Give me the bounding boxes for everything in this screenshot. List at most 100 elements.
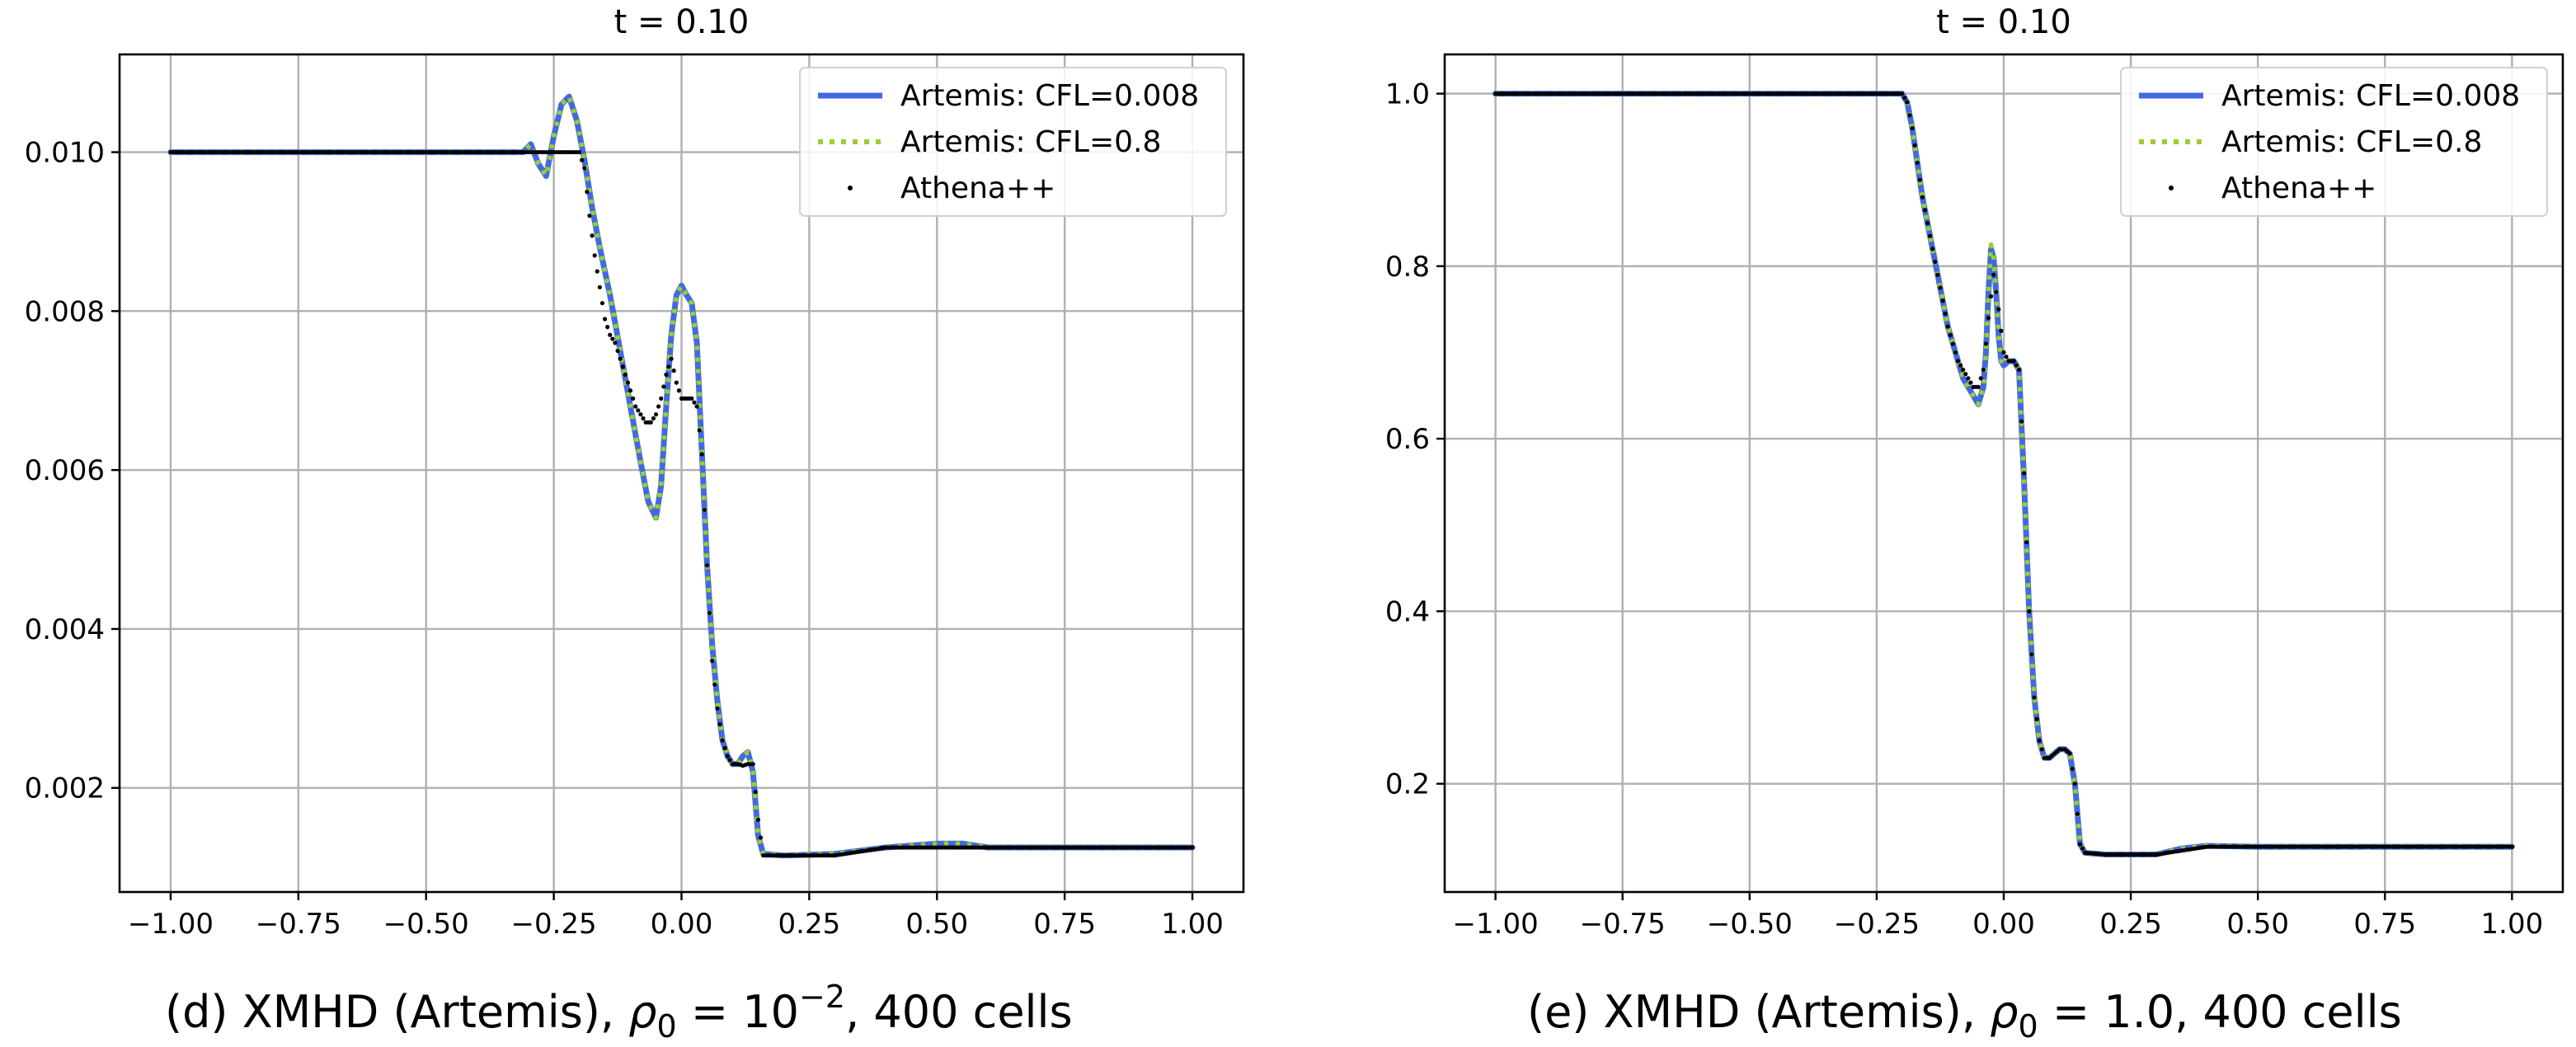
athena-point bbox=[648, 420, 653, 425]
athena-point bbox=[2080, 846, 2085, 851]
athena-point bbox=[1961, 367, 1966, 373]
athena-point bbox=[1928, 233, 1933, 238]
x-tick-label: −0.75 bbox=[256, 908, 341, 941]
athena-point bbox=[2039, 747, 2044, 752]
athena-point bbox=[599, 301, 605, 306]
legend-label: Athena++ bbox=[900, 171, 1055, 205]
athena-point bbox=[1986, 316, 1991, 321]
athena-point bbox=[2072, 782, 2077, 786]
legend-box bbox=[799, 67, 1227, 217]
chart-title: t = 0.10 bbox=[614, 3, 750, 41]
y-tick-label: 0.010 bbox=[25, 137, 105, 170]
legend-label: Artemis: CFL=0.8 bbox=[2221, 125, 2482, 159]
athena-point bbox=[2067, 751, 2072, 756]
athena-point bbox=[610, 336, 615, 341]
caption-equals: = 1.0 bbox=[2038, 986, 2174, 1038]
athena-point bbox=[2024, 540, 2029, 545]
athena-point bbox=[669, 356, 674, 361]
athena-point bbox=[1920, 195, 1925, 200]
athena-point bbox=[707, 611, 712, 616]
chart-caption: (e) XMHD (Artemis), ρ0 = 1.0, 400 cells bbox=[1527, 986, 2402, 1045]
caption-prefix: (d) XMHD (Artemis), bbox=[165, 986, 628, 1038]
athena-point bbox=[1907, 113, 1912, 118]
y-tick-label: 0.008 bbox=[25, 295, 105, 328]
athena-point bbox=[1983, 341, 1989, 346]
athena-point bbox=[656, 404, 661, 409]
athena-point bbox=[605, 325, 610, 330]
legend-box bbox=[2120, 67, 2548, 217]
athena-point bbox=[1994, 289, 1999, 294]
athena-point bbox=[615, 348, 620, 354]
x-tick-label: 1.00 bbox=[1161, 908, 1224, 941]
athena-point bbox=[694, 404, 699, 409]
athena-point bbox=[704, 563, 710, 568]
legend-label: Artemis: CFL=0.008 bbox=[2221, 79, 2520, 113]
caption-prefix: (e) XMHD (Artemis), bbox=[1527, 986, 1990, 1038]
x-tick-label: 1.00 bbox=[2481, 908, 2544, 941]
athena-point bbox=[750, 762, 755, 767]
x-tick-label: 0.50 bbox=[905, 908, 968, 941]
athena-point bbox=[1988, 293, 1994, 299]
legend-swatch-point bbox=[2169, 185, 2174, 190]
caption-superscript: −2 bbox=[799, 979, 845, 1015]
athena-point bbox=[1910, 125, 1915, 131]
athena-point bbox=[613, 340, 618, 345]
athena-point bbox=[1953, 350, 1958, 355]
athena-point bbox=[636, 408, 641, 413]
athena-point bbox=[674, 380, 679, 385]
series-athena bbox=[168, 149, 1195, 858]
athena-point bbox=[2034, 716, 2039, 721]
caption-symbol: ρ bbox=[1990, 986, 2018, 1038]
x-tick-label: −0.75 bbox=[1580, 908, 1666, 941]
series-group bbox=[1492, 91, 2515, 857]
y-tick-label: 0.006 bbox=[25, 454, 105, 487]
athena-point bbox=[727, 758, 732, 763]
legend-label: Artemis: CFL=0.008 bbox=[900, 79, 1199, 113]
athena-point bbox=[2011, 359, 2016, 364]
athena-point bbox=[671, 369, 676, 373]
athena-point bbox=[717, 722, 722, 727]
x-tick-label: 0.75 bbox=[1033, 908, 1096, 941]
athena-point bbox=[1905, 100, 1910, 105]
athena-point bbox=[1940, 298, 1945, 303]
athena-point bbox=[2014, 363, 2019, 368]
athena-point bbox=[597, 284, 602, 290]
athena-point bbox=[753, 789, 758, 795]
athena-point bbox=[641, 416, 646, 421]
athena-point bbox=[702, 507, 707, 512]
athena-point bbox=[1996, 307, 2001, 312]
athena-point bbox=[1976, 384, 1981, 389]
x-tick-label: 0.00 bbox=[1972, 908, 2035, 941]
athena-point bbox=[697, 428, 702, 433]
athena-point bbox=[1930, 246, 1935, 251]
athena-point bbox=[1925, 220, 1930, 226]
athena-point bbox=[659, 396, 664, 401]
athena-point bbox=[1991, 272, 1996, 277]
y-tick-label: 0.2 bbox=[1385, 768, 1430, 801]
y-tick-label: 0.8 bbox=[1385, 251, 1430, 284]
y-tick-label: 1.0 bbox=[1385, 78, 1430, 111]
athena-point bbox=[2001, 350, 2006, 355]
athena-point bbox=[2029, 652, 2034, 657]
athena-point bbox=[676, 388, 682, 393]
legend: Artemis: CFL=0.008 Artemis: CFL=0.8 Athena… bbox=[2120, 67, 2548, 217]
athena-point bbox=[661, 384, 666, 389]
y-tick-label: 0.004 bbox=[25, 613, 105, 646]
y-tick-label: 0.4 bbox=[1385, 595, 1430, 628]
athena-point bbox=[585, 190, 590, 195]
legend-label: Athena++ bbox=[2221, 171, 2376, 205]
legend-swatch-point bbox=[848, 185, 853, 190]
athena-point bbox=[1912, 143, 1917, 148]
athena-point bbox=[1968, 380, 1973, 385]
x-tick-label: 0.25 bbox=[2099, 908, 2162, 941]
athena-point bbox=[2027, 608, 2032, 614]
athena-point bbox=[1917, 177, 1922, 182]
x-tick-label: 0.50 bbox=[2226, 908, 2289, 941]
athena-point bbox=[2019, 419, 2024, 424]
athena-point bbox=[625, 380, 631, 385]
x-tick-label: 0.00 bbox=[651, 908, 713, 941]
athena-point bbox=[1958, 363, 1963, 368]
chart-caption: (d) XMHD (Artemis), ρ0 = 10−2, 400 cells bbox=[165, 979, 1073, 1045]
athena-point bbox=[1900, 92, 1905, 96]
